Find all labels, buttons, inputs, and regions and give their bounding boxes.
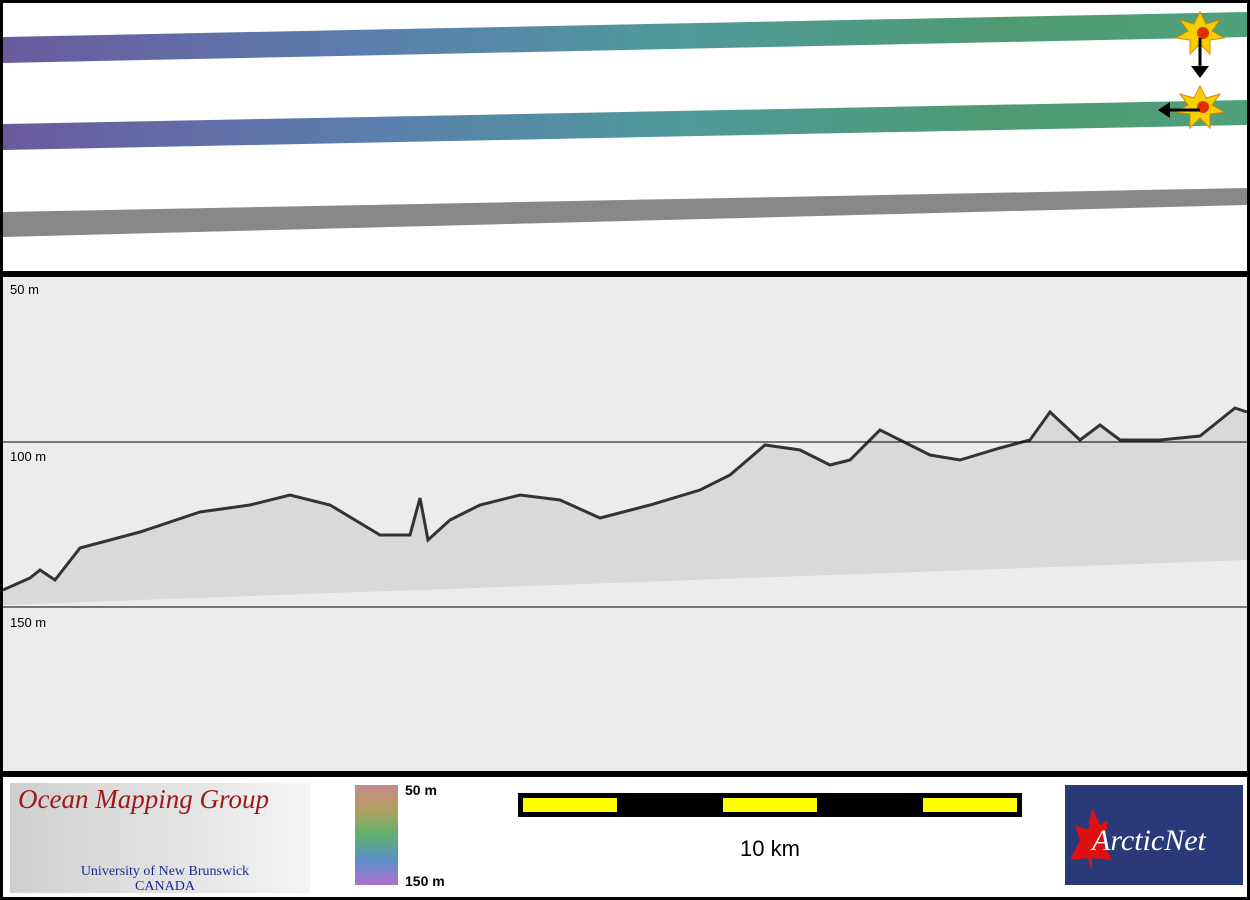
depth-label: 150 m <box>10 615 46 630</box>
colorbar-label: 50 m <box>405 782 437 798</box>
scale-label: 10 km <box>740 836 800 861</box>
logo <box>10 783 310 893</box>
sidescan-swath <box>3 188 1247 237</box>
logo-university: University of New Brunswick <box>81 864 249 879</box>
scale-segment <box>923 798 1017 812</box>
depth-label: 50 m <box>10 282 39 297</box>
logo-country: CANADA <box>135 879 196 894</box>
seafloor-line <box>2 406 1248 592</box>
colorbar-label: 150 m <box>405 873 445 889</box>
logo-title: Ocean Mapping Group <box>18 784 269 814</box>
swath <box>3 12 1247 63</box>
scale-segment <box>523 798 617 812</box>
marker <box>1158 84 1226 130</box>
maple-leaf <box>1070 808 1112 872</box>
marker <box>1174 10 1226 78</box>
scale-segment <box>723 798 817 812</box>
partner-name: ArcticNet <box>1090 824 1207 857</box>
depth-label: 100 m <box>10 449 46 464</box>
colorbar <box>355 785 398 885</box>
swath <box>3 100 1247 150</box>
